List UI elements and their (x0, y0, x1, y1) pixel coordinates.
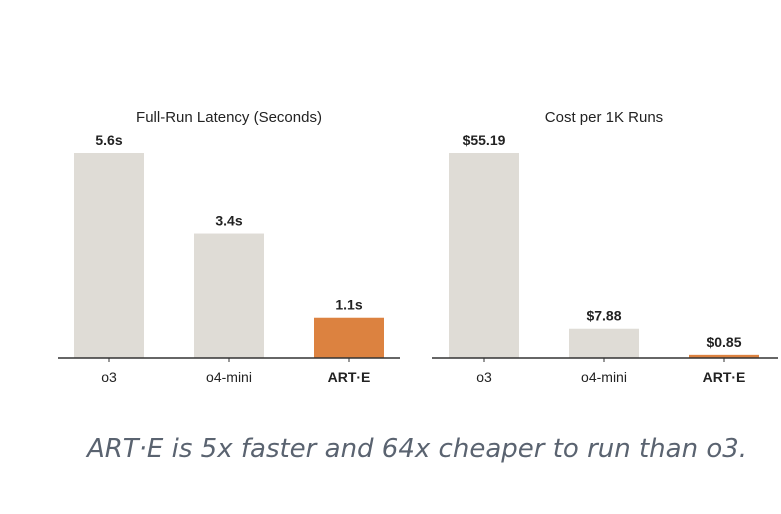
data-label: $7.88 (586, 308, 621, 324)
tick-label: o4-mini (581, 369, 627, 385)
tick-label: o3 (476, 369, 492, 385)
chart-title: Cost per 1K Runs (545, 109, 663, 126)
bar-2 (569, 328, 639, 358)
chart-title: Full-Run Latency (Seconds) (136, 109, 322, 126)
data-label: $55.19 (463, 132, 506, 148)
bar-1 (74, 153, 144, 358)
chart-panel-2: Cost per 1K Runs $55.19 o3 $7.88 o4-mini $0.8… (432, 109, 778, 385)
tick-label: ART·E (703, 369, 746, 385)
data-label: 5.6s (95, 132, 122, 148)
tick-label: ART·E (328, 369, 371, 385)
data-label: 1.1s (335, 297, 362, 313)
data-label: 3.4s (215, 213, 242, 229)
chart-panel-1: Full-Run Latency (Seconds) 5.6s o3 3.4s o4-m… (58, 109, 400, 385)
data-label: $0.85 (706, 334, 741, 350)
figure: Full-Run Latency (Seconds) 5.6s o3 3.4s o4-m… (58, 109, 778, 385)
tick-label: o4-mini (206, 369, 252, 385)
bar-3 (314, 317, 384, 358)
bar-3 (689, 354, 759, 358)
bar-1 (449, 153, 519, 358)
tick-label: o3 (101, 369, 117, 385)
caption: ART·E is 5x faster and 64x cheaper to ru… (86, 434, 748, 464)
bar-2 (194, 233, 264, 358)
